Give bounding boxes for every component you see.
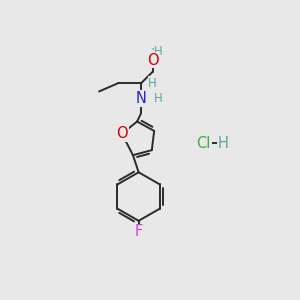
Text: O: O [116, 126, 128, 141]
Text: H: H [148, 77, 157, 90]
Text: H: H [218, 136, 229, 151]
Text: H: H [154, 44, 163, 58]
Text: H: H [154, 92, 163, 105]
Text: ·: · [150, 43, 155, 57]
Text: F: F [134, 224, 143, 239]
Text: O: O [147, 53, 158, 68]
Text: N: N [136, 91, 146, 106]
Text: Cl: Cl [196, 136, 211, 151]
